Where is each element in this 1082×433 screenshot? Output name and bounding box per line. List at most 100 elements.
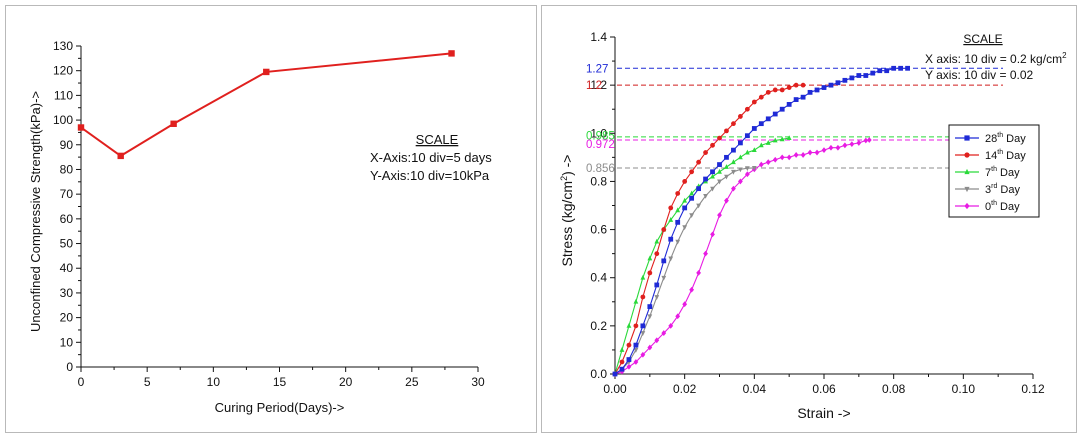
right-scale-line-x-sup: 2 — [1062, 51, 1067, 60]
stress-data-point — [758, 142, 764, 148]
stress-data-point — [717, 162, 722, 167]
stress-data-point — [640, 294, 646, 300]
stress-data-point — [647, 344, 653, 351]
stress-data-point — [821, 147, 827, 154]
stress-data-point — [738, 140, 743, 146]
stress-data-point — [703, 176, 708, 182]
stress-data-point — [772, 87, 778, 93]
left-axes: 0 5 10 15 20 25 30 0 10 20 30 40 50 60 70 80 90 100 110 120… — [53, 39, 485, 389]
right-scale-line-y: Y axis: 10 div = 0.02 — [925, 68, 1034, 82]
right-chart-panel: 0.00 0.02 0.04 0.06 0.08 0.10 0.12 0.0 0.2 0.4 0.6… — [541, 5, 1077, 433]
legend-label-number: 7 — [985, 167, 991, 179]
ucs-data-point — [117, 152, 124, 160]
reference-value-label: 1.27 — [586, 63, 608, 75]
stress-data-point — [779, 106, 785, 112]
y-tick-label: 50 — [60, 237, 74, 251]
legend-box — [948, 124, 1040, 218]
stress-data-point — [751, 166, 757, 171]
reference-value-label: 0.985 — [586, 131, 615, 143]
stress-data-point — [905, 65, 910, 71]
stress-data-point — [689, 190, 695, 196]
right-y-axis-label: Stress (kg/cm2) -> — [559, 155, 575, 267]
y-tick-label: 60 — [60, 212, 74, 226]
stress-data-point — [647, 255, 653, 261]
legend-marker — [964, 202, 970, 210]
y-tick-label: 70 — [60, 187, 74, 201]
stress-data-point — [682, 301, 688, 308]
legend-label-suffix: th — [991, 200, 997, 207]
stress-data-point — [828, 82, 834, 88]
stress-data-point — [731, 121, 736, 127]
stress-data-point — [703, 250, 708, 257]
stress-data-point — [807, 89, 813, 95]
legend-marker — [964, 152, 970, 158]
stress-data-point — [786, 135, 792, 140]
stress-data-point — [758, 121, 764, 127]
left-scale-line-y: Y-Axis:10 div=10kPa — [370, 168, 490, 183]
stress-data-point — [877, 68, 883, 74]
stress-series-line — [614, 67, 908, 375]
legend-label-suffix: th — [997, 149, 1003, 156]
stress-data-point — [738, 114, 743, 119]
stress-data-point — [738, 178, 743, 185]
y-tick-label: 0 — [66, 360, 73, 374]
stress-data-point — [703, 150, 708, 155]
stress-data-point — [689, 195, 695, 201]
stress-data-point — [661, 330, 667, 336]
legend-marker — [964, 186, 970, 193]
stress-data-point — [800, 152, 806, 158]
y-tick-label: 80 — [60, 162, 74, 176]
legend-label: 28th Day — [985, 132, 1026, 145]
x-tick-label: 10 — [207, 375, 221, 389]
right-scale-title: SCALE — [963, 32, 1002, 46]
stress-data-point — [710, 142, 715, 148]
stress-data-point — [744, 149, 750, 155]
stress-data-point — [738, 167, 743, 173]
left-scale-line-x: X-Axis:10 div=5 days — [370, 150, 492, 165]
stress-data-point — [619, 347, 625, 352]
stress-data-point — [682, 225, 688, 231]
stress-data-point — [786, 102, 792, 107]
stress-data-point — [710, 169, 715, 175]
stress-data-point — [779, 87, 785, 93]
stress-data-point — [800, 82, 806, 88]
legend-label: 7th Day — [985, 166, 1020, 179]
stress-data-point — [689, 169, 695, 175]
right-y-label-tail: ) -> — [559, 155, 575, 176]
ucs-vs-curing-period-chart: 0 5 10 15 20 25 30 0 10 20 30 40 50 60 70 80 90 100 110 120… — [28, 39, 492, 415]
stress-data-point — [668, 205, 674, 211]
y-tick-label: 110 — [54, 88, 73, 102]
stress-data-point — [661, 275, 667, 281]
y-tick-label: 20 — [60, 311, 74, 325]
stress-data-point — [626, 342, 632, 348]
stress-data-point — [814, 87, 820, 93]
legend-label-suffix: rd — [991, 183, 997, 190]
left-y-axis-label: Unconfined Compressive Strength(kPa)-> — [28, 91, 43, 332]
stress-data-point — [675, 219, 681, 225]
right-scale-line-x: X axis: 10 div = 0.2 kg/cm2 — [925, 51, 1067, 66]
left-plot-marks — [77, 50, 455, 160]
stress-data-point — [633, 298, 639, 304]
y-tick-label: 90 — [60, 138, 74, 152]
stress-data-point — [758, 94, 764, 100]
stress-data-point — [842, 142, 848, 149]
right-scale-annotation: SCALE X axis: 10 div = 0.2 kg/cm2 Y axis… — [925, 32, 1067, 82]
x-tick-label: 20 — [339, 375, 353, 389]
x-tick-label: 0.12 — [1021, 382, 1045, 396]
legend-marker — [964, 135, 970, 141]
stress-data-point — [640, 274, 646, 280]
ucs-data-point — [263, 68, 270, 76]
stress-data-point — [703, 193, 708, 199]
stress-data-point — [849, 75, 855, 81]
stress-data-point — [710, 173, 715, 179]
right-y-label-main: Stress (kg/cm — [559, 181, 575, 267]
x-tick-label: 5 — [144, 375, 151, 389]
stress-data-point — [668, 256, 674, 262]
stress-data-point — [786, 85, 792, 90]
legend-label-number: 3 — [985, 184, 991, 196]
stress-data-point — [891, 65, 897, 71]
y-tick-label: 30 — [60, 286, 74, 300]
stress-data-point — [793, 82, 799, 88]
